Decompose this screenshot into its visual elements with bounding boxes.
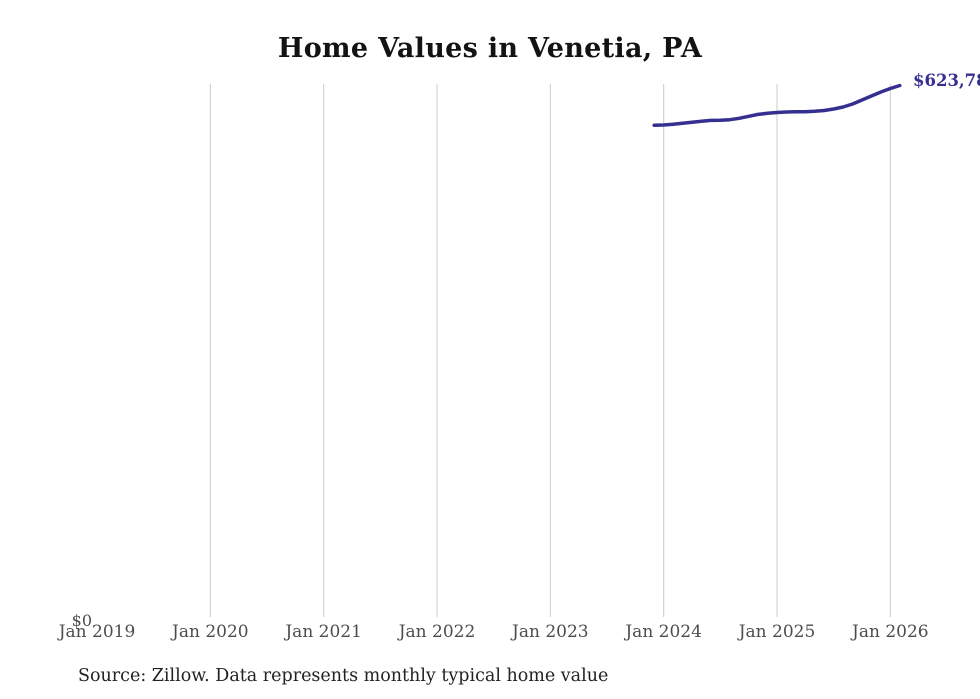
x-axis-label: Jan 2022: [398, 622, 476, 642]
latest-value-label: $623,788: [913, 71, 980, 90]
x-axis-label: Jan 2021: [285, 622, 362, 642]
x-axis-label: Jan 2026: [852, 622, 929, 642]
x-axis-label: Jan 2020: [172, 622, 249, 642]
source-note: Source: Zillow. Data represents monthly …: [78, 666, 609, 686]
chart-title: Home Values in Venetia, PA: [277, 33, 703, 64]
value-line-series: [652, 83, 902, 127]
x-axis-label: Jan 2025: [738, 622, 816, 642]
x-axis-label: Jan 2019: [58, 622, 136, 642]
x-axis-label: Jan 2023: [512, 622, 589, 642]
y-axis-zero-label: $0: [71, 611, 92, 630]
x-axis-label: Jan 2024: [625, 622, 702, 642]
